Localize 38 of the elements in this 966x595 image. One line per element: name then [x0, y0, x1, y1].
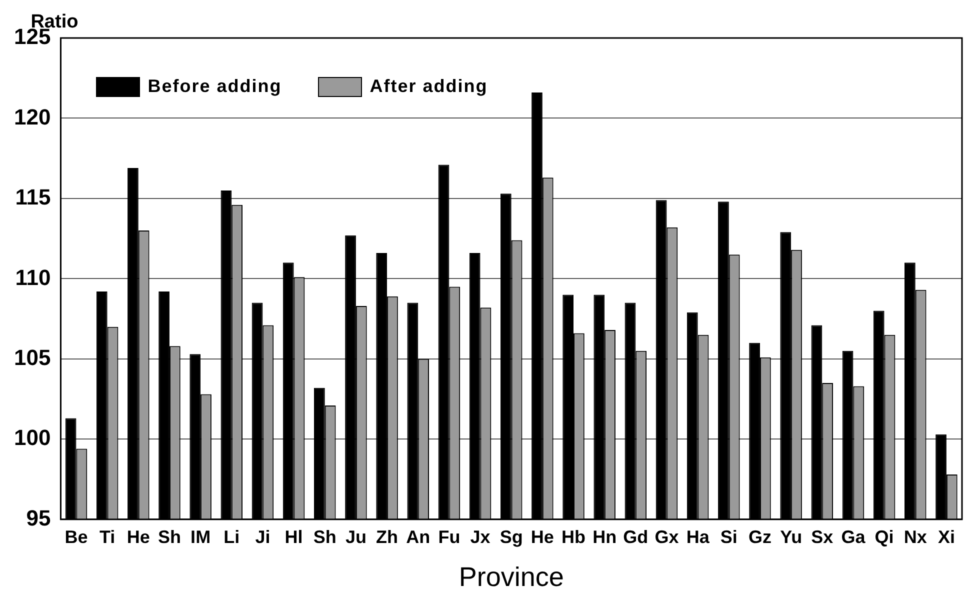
x-tick-label: Xi [938, 527, 955, 548]
x-tick-label: Yu [780, 527, 802, 548]
x-tick-label: Sh [313, 527, 336, 548]
x-tick-label: Ju [345, 527, 366, 548]
y-tick-label: 95 [26, 505, 51, 530]
x-tick-label: Fu [438, 527, 460, 548]
x-tick-label: Sg [500, 527, 523, 548]
x-tick-label: Ha [686, 527, 710, 548]
x-tick-label: IM [190, 527, 211, 548]
y-tick-label: 110 [15, 264, 51, 290]
x-tick-label: An [406, 527, 430, 548]
x-tick-label: Sx [811, 527, 834, 548]
x-tick-label: Gz [748, 527, 772, 548]
x-tick-label: Gd [623, 527, 648, 548]
x-axis-title: Province [458, 562, 564, 592]
x-tick-label: Zh [376, 527, 398, 548]
x-tick-label: Ga [841, 527, 866, 548]
x-tick-label: Hn [592, 527, 617, 548]
y-tick-label: 120 [14, 104, 51, 130]
legend-label: Before adding [148, 76, 282, 97]
x-tick-label: Be [64, 527, 88, 548]
x-tick-label: Ti [99, 527, 116, 548]
x-tick-label: Hl [284, 527, 303, 548]
y-tick-label: 105 [14, 344, 51, 370]
legend-label: After adding [370, 76, 488, 97]
x-tick-label: Qi [874, 527, 894, 548]
x-tick-label: Jx [470, 527, 490, 548]
y-tick-label: 100 [14, 425, 51, 450]
y-tick-label: 115 [15, 184, 51, 210]
x-tick-label: Ji [255, 527, 270, 548]
x-tick-label: Li [224, 527, 240, 548]
x-tick-label: Si [720, 527, 738, 548]
x-tick-label: He [530, 527, 554, 548]
x-tick-label: Hb [562, 527, 586, 548]
x-tick-label: Sh [158, 527, 181, 548]
x-tick-label: Gx [654, 527, 679, 548]
x-tick-label: Nx [904, 527, 927, 548]
x-tick-label: He [126, 527, 150, 548]
